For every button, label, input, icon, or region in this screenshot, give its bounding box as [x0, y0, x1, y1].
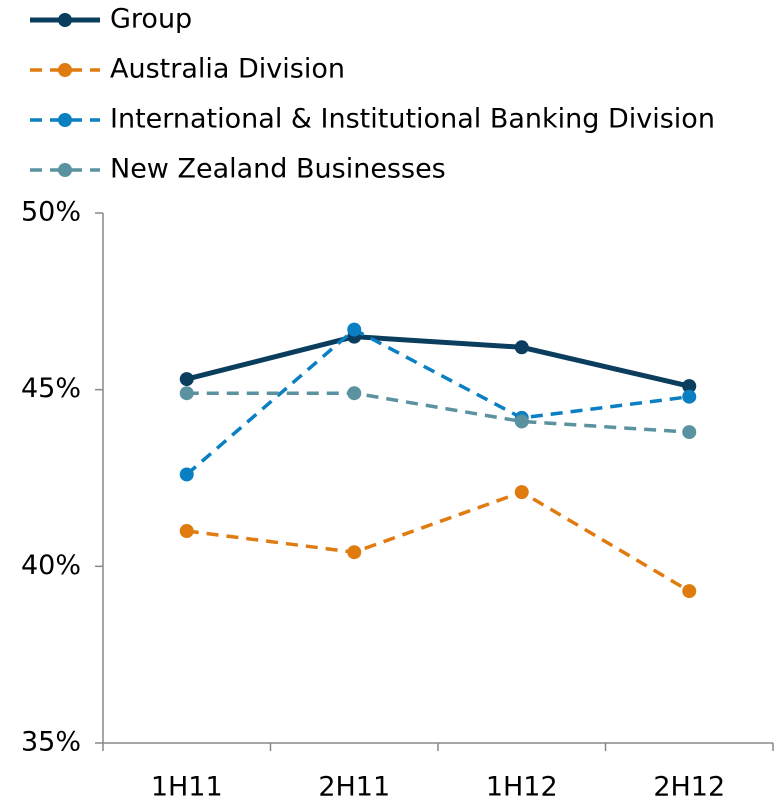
marker: [682, 379, 697, 394]
legend-marker: [58, 13, 72, 27]
x-tick-label: 2H12: [653, 772, 725, 803]
x-tick-label: 1H11: [151, 772, 223, 803]
series-line: [185, 327, 690, 476]
y-tick-label: 40%: [21, 550, 81, 581]
series-line: [186, 490, 691, 593]
series-line: [186, 391, 690, 434]
x-tick-label: 2H11: [318, 772, 390, 803]
marker: [682, 389, 697, 404]
marker: [179, 467, 194, 482]
marker: [514, 485, 529, 500]
y-tick-label: 50%: [21, 197, 81, 228]
legend-label: International & Institutional Banking Di…: [110, 104, 715, 135]
marker: [347, 386, 362, 401]
legend-label: Group: [110, 4, 192, 35]
marker: [514, 340, 529, 355]
legend-label: New Zealand Businesses: [110, 154, 446, 185]
marker: [347, 545, 362, 560]
marker: [347, 322, 362, 337]
series-line: [186, 334, 690, 389]
marker: [682, 425, 697, 440]
legend-label: Australia Division: [110, 54, 345, 85]
legend-marker: [58, 163, 72, 177]
marker: [682, 584, 697, 599]
marker: [179, 524, 194, 538]
legend-marker: [58, 113, 72, 127]
y-tick-label: 45%: [21, 373, 81, 404]
legend-marker: [58, 63, 72, 77]
y-tick-label: 35%: [21, 727, 81, 758]
marker: [514, 414, 529, 429]
marker: [179, 372, 194, 387]
marker: [179, 386, 194, 401]
x-tick-label: 1H12: [486, 772, 558, 803]
